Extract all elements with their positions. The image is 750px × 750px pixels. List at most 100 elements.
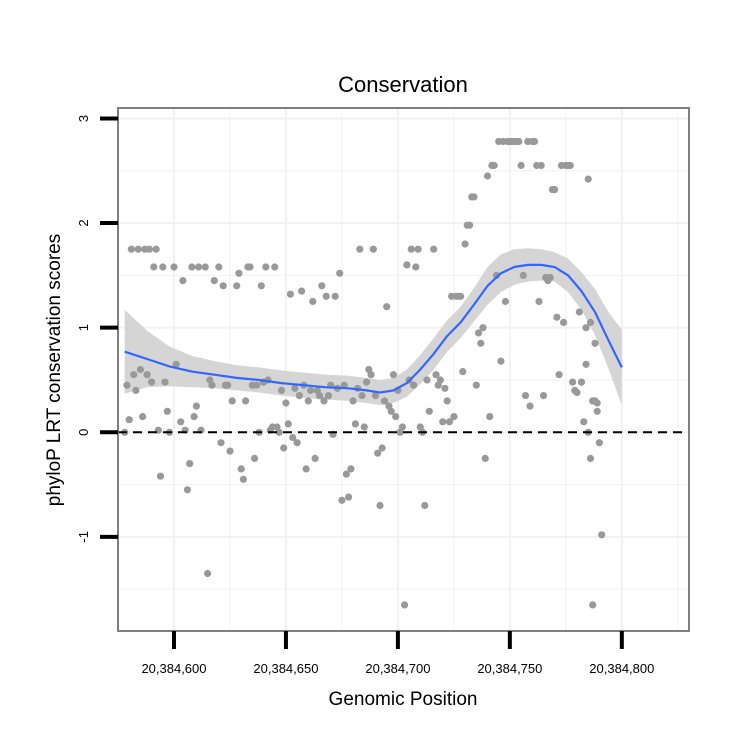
- data-point: [477, 339, 485, 347]
- y-axis-label: phyloP LRT conservation scores: [44, 234, 65, 507]
- data-point: [226, 447, 234, 455]
- data-point: [217, 439, 225, 447]
- data-point: [432, 371, 440, 379]
- data-point: [403, 261, 411, 269]
- x-axis-ticks: 20,384,600 20,384,650 20,384,700 20,384,750…: [141, 631, 654, 676]
- data-point: [589, 601, 597, 609]
- data-point: [302, 465, 310, 473]
- data-point: [546, 273, 554, 282]
- data-point: [286, 290, 294, 298]
- confidence-band: [124, 248, 622, 406]
- data-point: [170, 263, 178, 271]
- data-point: [356, 245, 364, 253]
- data-point: [163, 407, 171, 415]
- data-point: [228, 397, 236, 405]
- data-point: [401, 601, 409, 609]
- data-point: [293, 439, 301, 447]
- data-point: [123, 381, 131, 389]
- data-point: [336, 269, 344, 277]
- data-point: [593, 407, 601, 415]
- data-point: [389, 371, 397, 379]
- data-point: [349, 397, 357, 405]
- data-point: [253, 381, 261, 389]
- data-point: [282, 399, 290, 407]
- data-point: [161, 378, 169, 386]
- data-point: [345, 493, 353, 501]
- data-point: [580, 418, 588, 426]
- x-tick-label: 20,384,800: [589, 661, 654, 676]
- data-point: [208, 381, 216, 389]
- data-point: [233, 282, 241, 290]
- confidence-ribbon: [124, 248, 622, 406]
- data-point: [262, 263, 270, 271]
- data-point: [235, 269, 243, 277]
- data-point: [351, 420, 359, 428]
- data-point: [139, 413, 147, 421]
- x-axis-label: Genomic Position: [329, 689, 478, 710]
- data-point: [271, 263, 279, 271]
- data-point: [156, 472, 165, 480]
- data-point: [257, 282, 265, 290]
- data-point: [219, 282, 227, 290]
- data-point: [497, 357, 505, 365]
- x-tick-label: 20,384,650: [253, 661, 318, 676]
- y-tick-label: 3: [76, 115, 91, 122]
- data-point: [159, 263, 167, 271]
- data-point: [392, 413, 400, 421]
- data-point: [307, 386, 315, 394]
- y-tick-label: 2: [76, 219, 91, 226]
- data-point: [430, 245, 438, 253]
- data-point: [466, 221, 474, 229]
- data-point: [461, 240, 469, 248]
- chart-title: Conservation: [338, 72, 468, 97]
- data-point: [539, 392, 548, 400]
- data-point: [186, 460, 194, 468]
- data-point: [582, 324, 590, 332]
- data-point: [483, 172, 492, 180]
- data-point: [566, 161, 574, 170]
- data-point: [280, 444, 288, 452]
- data-point: [555, 371, 563, 379]
- data-point: [315, 392, 324, 400]
- data-point: [378, 444, 386, 452]
- data-point: [295, 392, 303, 400]
- data-point: [132, 386, 140, 394]
- data-point: [584, 175, 592, 183]
- data-point: [425, 407, 433, 415]
- data-point: [239, 475, 247, 483]
- data-point: [179, 277, 187, 285]
- x-tick-label: 20,384,750: [477, 661, 542, 676]
- data-point: [515, 137, 523, 146]
- data-point: [530, 137, 539, 146]
- data-point: [535, 297, 543, 306]
- data-point: [277, 386, 286, 394]
- data-point: [298, 287, 306, 295]
- data-point: [595, 439, 604, 447]
- data-point: [445, 418, 453, 426]
- data-point: [573, 388, 581, 397]
- data-point: [188, 263, 196, 271]
- data-point: [519, 271, 527, 279]
- data-point: [204, 569, 212, 578]
- data-point: [304, 397, 312, 405]
- data-point: [190, 413, 198, 421]
- data-point: [470, 193, 478, 201]
- data-point: [481, 454, 489, 462]
- data-point: [338, 496, 346, 504]
- data-point: [125, 416, 133, 424]
- data-point: [591, 339, 599, 347]
- data-point: [242, 397, 250, 405]
- smooth-fit-line: [124, 263, 623, 394]
- data-point: [474, 329, 483, 337]
- data-point: [593, 399, 601, 407]
- data-point: [472, 381, 480, 389]
- data-point: [367, 371, 375, 379]
- data-point: [347, 465, 355, 473]
- data-point: [439, 418, 447, 426]
- data-point: [172, 360, 180, 368]
- data-point: [324, 392, 333, 400]
- data-point: [284, 420, 292, 428]
- data-point: [577, 378, 586, 386]
- data-point: [369, 245, 377, 253]
- data-point: [150, 263, 158, 271]
